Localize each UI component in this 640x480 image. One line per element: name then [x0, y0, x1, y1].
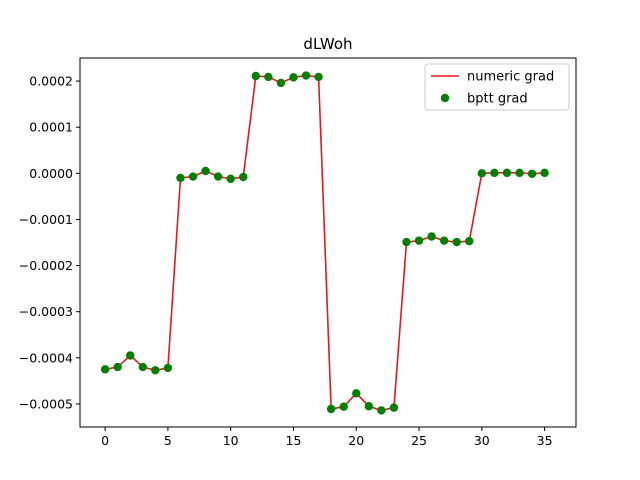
data-point-bptt-grad: [314, 72, 323, 82]
legend-label: bptt grad: [467, 92, 528, 107]
data-point-bptt-grad: [113, 362, 122, 372]
data-point-bptt-grad: [452, 237, 461, 247]
data-point-bptt-grad: [439, 236, 449, 245]
data-point-bptt-grad: [515, 168, 524, 178]
y-tick-label: 0.0002: [29, 74, 73, 89]
series-line-numeric-grad: [104, 74, 545, 412]
data-point-bptt-grad: [502, 168, 512, 178]
data-point-bptt-grad: [326, 404, 336, 414]
data-point-bptt-grad: [289, 73, 298, 82]
data-point-bptt-grad: [251, 71, 260, 81]
x-tick-label: 0: [101, 433, 109, 448]
y-tick-label: −0.0005: [19, 396, 73, 411]
x-tick-label: 25: [411, 433, 427, 448]
legend: numeric grad bptt grad: [424, 63, 570, 111]
x-tick-label: 35: [537, 433, 553, 448]
legend-label: numeric grad: [467, 70, 554, 85]
data-point-bptt-grad: [213, 172, 223, 181]
y-tick-label: −0.0001: [19, 212, 73, 227]
chart-title: dLWoh: [303, 35, 352, 53]
y-tick-label: 0.0001: [29, 120, 73, 135]
data-point-bptt-grad: [276, 78, 286, 88]
legend-marker-swatch: [440, 93, 450, 103]
data-point-bptt-grad: [339, 402, 348, 411]
plot-frame: [79, 57, 577, 428]
data-point-bptt-grad: [264, 72, 273, 82]
y-tick-label: 0.0000: [29, 166, 73, 181]
x-tick-label: 5: [164, 433, 172, 448]
data-point-bptt-grad: [527, 169, 537, 178]
y-tick-label: −0.0004: [19, 350, 73, 365]
x-tick-label: 20: [348, 433, 364, 448]
axes: 0 5 10 15 20 25 30 35 −0.0005 −0.0004 −0.0003 −0.00…: [19, 57, 577, 448]
data-point-bptt-grad: [477, 169, 487, 178]
data-point-bptt-grad: [151, 366, 160, 375]
data-point-bptt-grad: [188, 172, 198, 181]
data-point-bptt-grad: [377, 406, 386, 415]
data-point-bptt-grad: [465, 236, 474, 246]
legend-box: [424, 63, 570, 111]
data-point-bptt-grad: [427, 232, 436, 241]
data-point-bptt-grad: [138, 362, 147, 372]
y-tick-label: −0.0003: [19, 304, 73, 319]
x-tick-label: 10: [223, 433, 239, 448]
data-point-bptt-grad: [201, 166, 210, 176]
data-point-bptt-grad: [100, 365, 110, 374]
data-point-bptt-grad: [301, 71, 311, 80]
x-tick-label: 30: [474, 433, 490, 448]
data-point-bptt-grad: [540, 168, 549, 178]
data-point-bptt-grad: [389, 403, 399, 412]
data-point-bptt-grad: [239, 172, 248, 182]
data-point-bptt-grad: [226, 174, 235, 184]
data-point-bptt-grad: [163, 363, 173, 373]
data-point-bptt-grad: [414, 236, 424, 245]
data-point-bptt-grad: [364, 402, 374, 411]
plot-series: [100, 71, 549, 415]
data-point-bptt-grad: [176, 173, 185, 183]
x-tick-label: 15: [286, 433, 302, 448]
data-point-bptt-grad: [402, 237, 411, 247]
data-point-bptt-grad: [490, 168, 499, 178]
y-tick-label: −0.0002: [19, 258, 73, 273]
data-point-bptt-grad: [352, 389, 361, 398]
data-point-bptt-grad: [126, 351, 135, 360]
